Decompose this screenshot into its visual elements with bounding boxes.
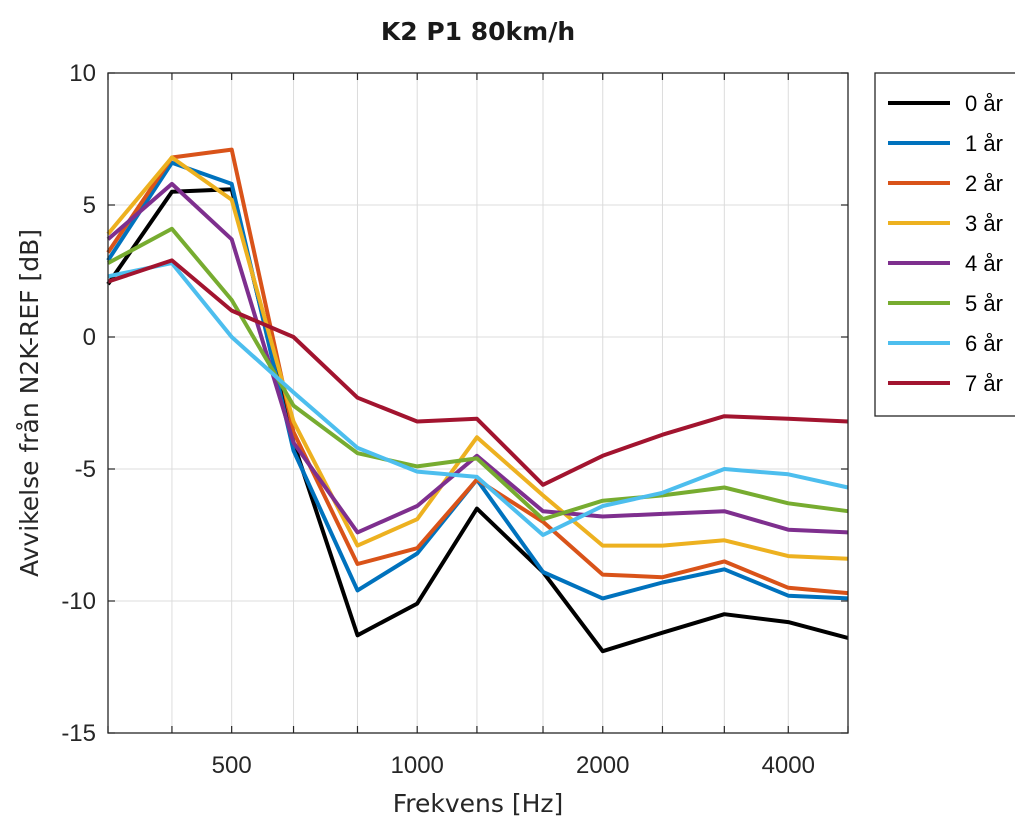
legend-items: 0 år 1 år 2 år 3 år 4 år 5 år 6 år 7 år <box>888 91 1003 396</box>
legend-label: 0 år <box>965 91 1003 116</box>
legend-box <box>874 72 1015 417</box>
x-axis-label: Frekvens [Hz] <box>393 789 564 818</box>
y-tick-label: -5 <box>75 456 96 483</box>
legend-label: 4 år <box>965 251 1003 276</box>
x-tick-label: 500 <box>212 752 252 779</box>
legend-label: 2 år <box>965 171 1003 196</box>
series-line <box>106 181 849 535</box>
series-line <box>107 261 849 537</box>
y-tick-label: 10 <box>69 60 96 87</box>
data-series <box>106 147 849 654</box>
series-line <box>106 155 849 561</box>
x-tick-label: 1000 <box>391 752 444 779</box>
series-line <box>107 258 849 487</box>
y-tick-label: 0 <box>83 324 96 351</box>
chart-title: K2 P1 80km/h <box>381 17 575 46</box>
x-tick-label: 4000 <box>762 752 815 779</box>
legend: 0 år 1 år 2 år 3 år 4 år 5 år 6 år 7 år <box>874 72 1015 417</box>
legend-label: 5 år <box>965 291 1003 316</box>
plot-area-frame <box>107 72 849 734</box>
series-line <box>106 147 849 596</box>
y-tick-label: 5 <box>83 192 96 219</box>
axis-ticks: 500 1000 2000 4000 10 5 0 -5 -10 -15 <box>61 60 849 779</box>
y-tick-label: -15 <box>61 720 96 747</box>
y-axis-label: Avvikelse från N2K-REF [dB] <box>15 229 44 577</box>
legend-label: 7 år <box>965 371 1003 396</box>
legend-label: 6 år <box>965 331 1003 356</box>
series-line <box>107 226 849 522</box>
y-tick-label: -10 <box>61 588 96 615</box>
legend-label: 1 år <box>965 131 1003 156</box>
legend-label: 3 år <box>965 211 1003 236</box>
x-tick-label: 2000 <box>576 752 629 779</box>
